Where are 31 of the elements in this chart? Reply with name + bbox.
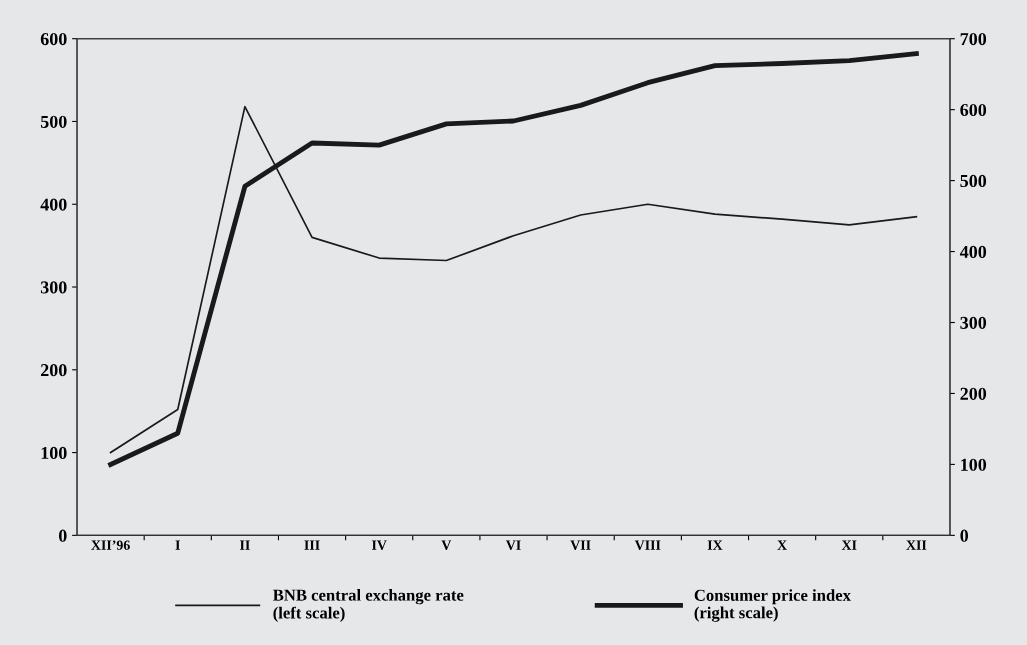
y-tick-label: 500: [40, 115, 67, 128]
y2-tick-label: 500: [960, 174, 987, 188]
y-tick-label: 200: [40, 364, 67, 377]
x-tick-label: XI: [841, 540, 857, 550]
x-tick-label: II: [239, 540, 250, 550]
y2-tick-label: 100: [961, 458, 987, 471]
legend-label: Consumer price index (right scale): [694, 589, 851, 622]
y2-tick-label: 200: [960, 387, 987, 400]
x-tick-label: VIII: [634, 540, 661, 550]
y-tick-label: 100: [41, 446, 67, 460]
x-tick-label: IV: [371, 540, 387, 550]
x-tick-label: V: [441, 540, 452, 550]
y2-tick-label: 0: [960, 529, 969, 542]
y2-tick-label: 700: [960, 32, 987, 46]
x-tick-label: I: [175, 540, 180, 550]
y-tick-label: 300: [40, 281, 67, 294]
x-tick-label: VI: [505, 540, 521, 550]
x-tick-label: XII’96: [91, 540, 130, 550]
x-tick-label: XII: [906, 540, 927, 550]
y-tick-label: 400: [40, 198, 67, 211]
x-tick-label: IX: [707, 540, 723, 550]
y2-tick-label: 300: [960, 316, 987, 329]
y2-tick-label: 400: [959, 245, 987, 258]
legend-label: BNB central exchange rate (left scale): [272, 589, 464, 622]
y2-tick-label: 600: [960, 103, 987, 117]
x-tick-label: X: [777, 540, 787, 550]
line-series: [108, 51, 919, 467]
x-tick-label: VII: [570, 540, 591, 550]
y-tick-label: 0: [58, 529, 67, 542]
x-tick-label: III: [304, 540, 320, 550]
y-tick-label: 600: [40, 32, 67, 46]
